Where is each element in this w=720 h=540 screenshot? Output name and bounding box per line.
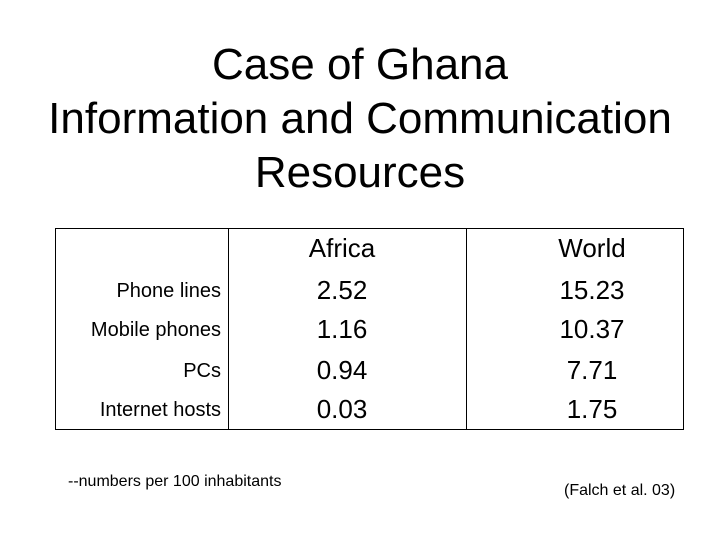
column-header-africa: Africa bbox=[308, 233, 376, 263]
row-label: Mobile phones bbox=[90, 319, 221, 341]
row-label: Internet hosts bbox=[99, 399, 221, 421]
africa-value: 1.16 bbox=[316, 314, 368, 344]
row-label: Phone lines bbox=[116, 280, 221, 302]
world-value: 15.23 bbox=[559, 275, 625, 305]
world-value: 7.71 bbox=[566, 355, 618, 385]
title-line-2: Information and Communication bbox=[48, 94, 672, 143]
world-value: 10.37 bbox=[559, 314, 625, 344]
column-divider-2 bbox=[466, 229, 467, 429]
citation: (Falch et al. 03) bbox=[564, 482, 676, 499]
column-header-world: World bbox=[558, 233, 626, 263]
title-line-1: Case of Ghana bbox=[212, 40, 508, 89]
title-line-3: Resources bbox=[254, 148, 466, 197]
africa-value: 0.03 bbox=[316, 394, 368, 424]
row-label: PCs bbox=[183, 360, 221, 382]
africa-value: 2.52 bbox=[316, 275, 368, 305]
africa-value: 0.94 bbox=[316, 355, 368, 385]
slide-title: Case of Ghana Information and Communicat… bbox=[0, 38, 720, 200]
column-divider-1 bbox=[228, 229, 229, 429]
world-value: 1.75 bbox=[566, 394, 618, 424]
footnote: --numbers per 100 inhabitants bbox=[68, 473, 282, 490]
data-table: Africa World Phone lines 2.52 15.23 Mobi… bbox=[55, 228, 684, 430]
